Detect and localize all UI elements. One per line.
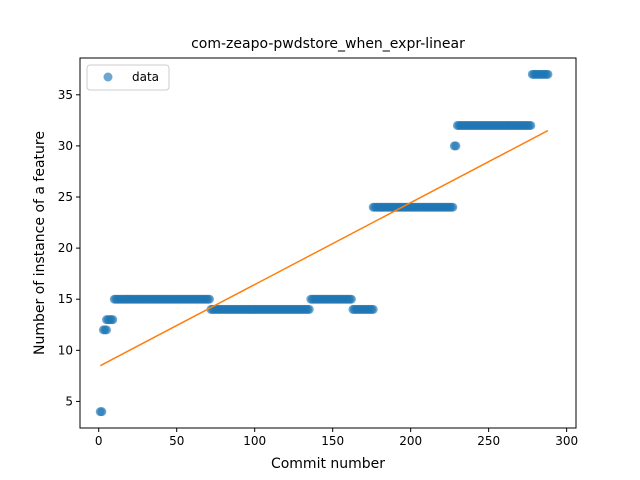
data-point: [368, 304, 378, 314]
x-tick-label: 100: [243, 434, 266, 448]
x-tick-label: 50: [169, 434, 184, 448]
y-axis: 5 10 15 20 25 30 35: [58, 88, 80, 408]
y-tick-label: 20: [58, 241, 73, 255]
y-tick-label: 5: [65, 394, 73, 408]
x-tick-label: 300: [555, 434, 578, 448]
data-point: [304, 304, 314, 314]
x-tick-label: 200: [399, 434, 422, 448]
legend: data: [86, 64, 170, 91]
x-tick-label: 0: [95, 434, 103, 448]
data-point: [448, 202, 458, 212]
y-tick-label: 30: [58, 139, 73, 153]
data-point: [451, 141, 461, 151]
y-tick-label: 35: [58, 88, 73, 102]
x-axis: 0 50 100 150 200 250 300: [95, 428, 578, 448]
x-tick-label: 150: [321, 434, 344, 448]
y-axis-label: Number of instance of a feature: [32, 131, 48, 355]
y-tick-label: 25: [58, 190, 73, 204]
y-tick-label: 10: [58, 343, 73, 357]
data-point: [346, 294, 356, 304]
legend-box: [86, 64, 170, 91]
y-tick-label: 15: [58, 292, 73, 306]
data-point: [102, 325, 112, 335]
data-point: [543, 69, 553, 79]
data-point: [108, 315, 118, 325]
data-point: [204, 294, 214, 304]
data-point: [526, 120, 536, 130]
x-axis-label: Commit number: [271, 456, 385, 472]
fit-line-group: [99, 129, 549, 367]
fit-line: [99, 129, 549, 367]
legend-label-data: data: [132, 70, 159, 84]
data-point: [97, 407, 107, 417]
chart-title: com-zeapo-pwdstore_when_expr-linear: [191, 36, 465, 52]
plot-area: [79, 57, 577, 429]
legend-marker-data: [103, 72, 113, 82]
plot-frame: [79, 57, 577, 429]
data-points: [95, 69, 553, 417]
x-tick-label: 250: [477, 434, 500, 448]
